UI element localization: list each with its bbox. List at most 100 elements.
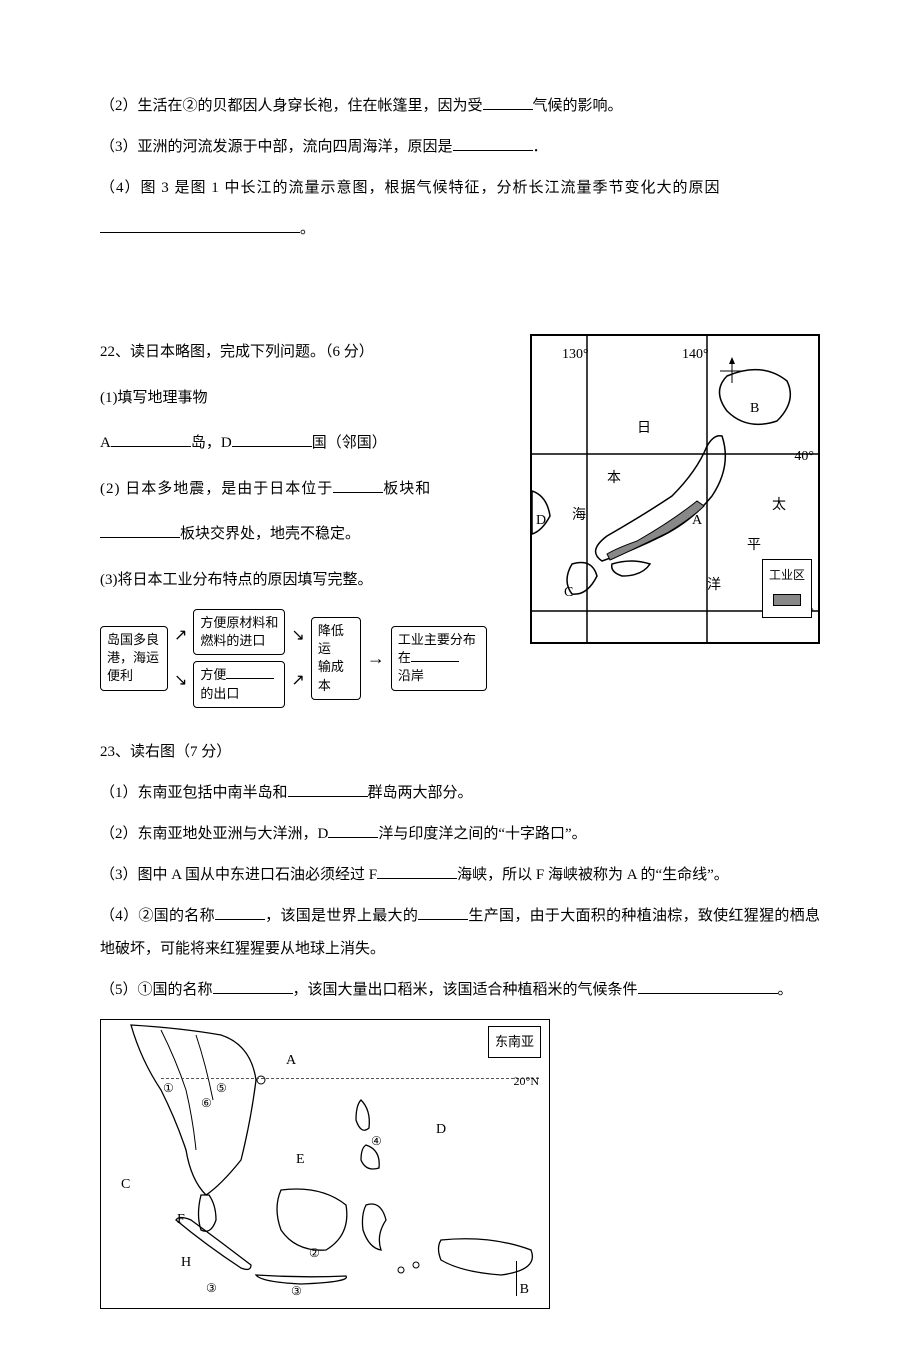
q22-sub1: (1)填写地理事物: [100, 380, 512, 418]
label-D: D: [436, 1115, 446, 1146]
arrow-merge: ↘ ↗: [291, 618, 304, 698]
blank: [226, 667, 274, 679]
flow-box-3: 降低运 输成本: [311, 617, 361, 700]
q21-sub4-text: （4）图 3 是图 1 中长江的流量示意图，根据气候特征，分析长江流量季节变化大…: [100, 180, 721, 196]
text: 板块交界处，地壳不稳定。: [180, 526, 360, 542]
text: 方便原材料和 燃料的进口: [200, 615, 278, 648]
sea-map-svg: [101, 1020, 549, 1308]
q21-sub3: （3）亚洲的河流发源于中部，流向四周海洋，原因是．: [100, 131, 820, 164]
southeast-asia-map: 东南亚 20°N A B C D E F H ① ② ③ ③ ④ ⑤ ⑥: [100, 1019, 550, 1309]
text: 群岛两大部分。: [368, 785, 473, 801]
text: （3）图中 A 国从中东进口石油必须经过 F: [100, 867, 377, 883]
q22-map-column: 130° 140° 40° 30° 日 本 海 太 平 洋 A B C D 工业…: [530, 334, 820, 644]
text: 方便: [200, 667, 226, 682]
legend-swatch: [773, 594, 801, 606]
q23-sub5: （5）①国的名称 ，该国大量出口稻米，该国适合种植稻米的气候条件 。: [100, 974, 820, 1007]
map-title: 东南亚: [488, 1026, 541, 1059]
label-n2: ②: [309, 1240, 320, 1266]
q21-sub2-tail: 气候的影响。: [533, 98, 623, 114]
label-C: C: [564, 578, 573, 609]
q22-sub3: (3)将日本工业分布特点的原因填写完整。: [100, 562, 512, 600]
blank: [100, 522, 180, 538]
q23-sub1: （1）东南亚包括中南半岛和 群岛两大部分。: [100, 777, 820, 810]
blank: [333, 477, 383, 493]
arrow-icon: ↘: [291, 618, 304, 653]
text: 国（邻国）: [312, 435, 387, 451]
text: ，该国是世界上最大的: [265, 908, 418, 924]
q22-title: 22、读日本略图，完成下列问题。（6 分）: [100, 334, 512, 372]
q22-sub2-line2: 板块交界处，地壳不稳定。: [100, 516, 512, 554]
text: ，该国大量出口稻米，该国适合种植稻米的气候条件: [293, 982, 638, 998]
blank: [213, 978, 293, 994]
q22-text-column: 22、读日本略图，完成下列问题。（6 分） (1)填写地理事物 A 岛，D 国（邻国…: [100, 334, 512, 708]
text: 岛国多良 港，海运 便利: [107, 631, 159, 686]
text: （1）东南亚包括中南半岛和: [100, 785, 288, 801]
flowchart: 岛国多良 港，海运 便利 ↗ ↘ 方便原材料和 燃料的进口 方便的出口 ↘ ↗ …: [100, 609, 512, 708]
label-B: B: [520, 1275, 529, 1306]
label-n5: ⑤: [216, 1075, 227, 1101]
q21-sub4-tail: 。: [300, 221, 315, 237]
flow-box-1: 岛国多良 港，海运 便利: [100, 626, 168, 691]
blank: [215, 904, 265, 920]
blank: [638, 978, 778, 994]
lat40-label: 40°: [794, 442, 814, 473]
arrow-split: ↗ ↘: [174, 618, 187, 698]
ocean-label-1: 太: [772, 491, 786, 522]
ocean-label-3: 洋: [707, 571, 721, 602]
label-n6: ⑥: [201, 1090, 212, 1116]
q23-sub3: （3）图中 A 国从中东进口石油必须经过 F海峡，所以 F 海峡被称为 A 的“…: [100, 859, 820, 892]
arrow-icon: →: [367, 639, 385, 679]
label-D: D: [536, 506, 546, 537]
label-C: C: [121, 1170, 130, 1201]
text: （5）①国的名称: [100, 982, 213, 998]
q23-sub2: （2）东南亚地处亚洲与大洋洲，D 洋与印度洋之间的“十字路口”。: [100, 818, 820, 851]
q21-sub2-text: （2）生活在②的贝都因人身穿长袍，住在帐篷里，因为受: [100, 98, 483, 114]
text: 工业主要分布在沿岸: [398, 631, 476, 686]
label-n3b: ③: [291, 1278, 302, 1304]
ocean-label-2: 平: [747, 531, 761, 562]
blank: [100, 217, 300, 233]
legend-title: 工业区: [769, 568, 805, 582]
japan-map: 130° 140° 40° 30° 日 本 海 太 平 洋 A B C D 工业…: [530, 334, 820, 644]
text: A: [100, 435, 111, 451]
lat-label: 20°N: [514, 1068, 539, 1094]
label-n3: ③: [206, 1275, 217, 1301]
text: 洋与印度洋之间的“十字路口”。: [378, 826, 586, 842]
blank: [483, 94, 533, 110]
label-E: E: [296, 1145, 305, 1176]
text: 岛，D: [191, 435, 232, 451]
blank: [453, 135, 533, 151]
q21-sub4: （4）图 3 是图 1 中长江的流量示意图，根据气候特征，分析长江流量季节变化大…: [100, 172, 820, 205]
q22-container: 22、读日本略图，完成下列问题。（6 分） (1)填写地理事物 A 岛，D 国（邻国…: [100, 334, 820, 708]
text: 的出口: [200, 686, 239, 701]
q23-sub4: （4）②国的名称，该国是世界上最大的生产国，由于大面积的种植油棕，致使红猩猩的栖…: [100, 900, 820, 966]
text: （2）东南亚地处亚洲与大洋洲，D: [100, 826, 328, 842]
blank: [411, 650, 459, 662]
label-A: A: [286, 1046, 296, 1077]
q21-sub3-text: （3）亚洲的河流发源于中部，流向四周海洋，原因是: [100, 139, 453, 155]
section-gap: [100, 254, 820, 334]
sea-label-1: 日: [637, 414, 651, 445]
q22-sub2: (2) 日本多地震，是由于日本位于板块和: [100, 471, 512, 509]
sea-label-2: 本: [607, 464, 621, 495]
text: 。: [778, 982, 793, 998]
arrow-icon: ↗: [174, 618, 187, 653]
label-A: A: [692, 506, 702, 537]
q21-sub4-blank: 。: [100, 213, 820, 246]
blank: [111, 431, 191, 447]
label-n1: ①: [163, 1075, 174, 1101]
arrow-icon: ↗: [291, 663, 304, 698]
text: (2) 日本多地震，是由于日本位于: [100, 481, 333, 497]
label-n4: ④: [371, 1128, 382, 1154]
text: （4）②国的名称: [100, 908, 215, 924]
flow-col-2: 方便原材料和 燃料的进口 方便的出口: [193, 609, 285, 708]
legend: 工业区: [762, 559, 812, 618]
b-line: [516, 1261, 517, 1296]
lon140-label: 140°: [682, 340, 709, 371]
label-B: B: [750, 394, 759, 425]
blank: [418, 904, 468, 920]
label-F: F: [177, 1205, 185, 1236]
sea-label-3: 海: [572, 501, 586, 532]
label-H: H: [181, 1248, 191, 1279]
q21-sub2: （2）生活在②的贝都因人身穿长袍，住在帐篷里，因为受 气候的影响。: [100, 90, 820, 123]
